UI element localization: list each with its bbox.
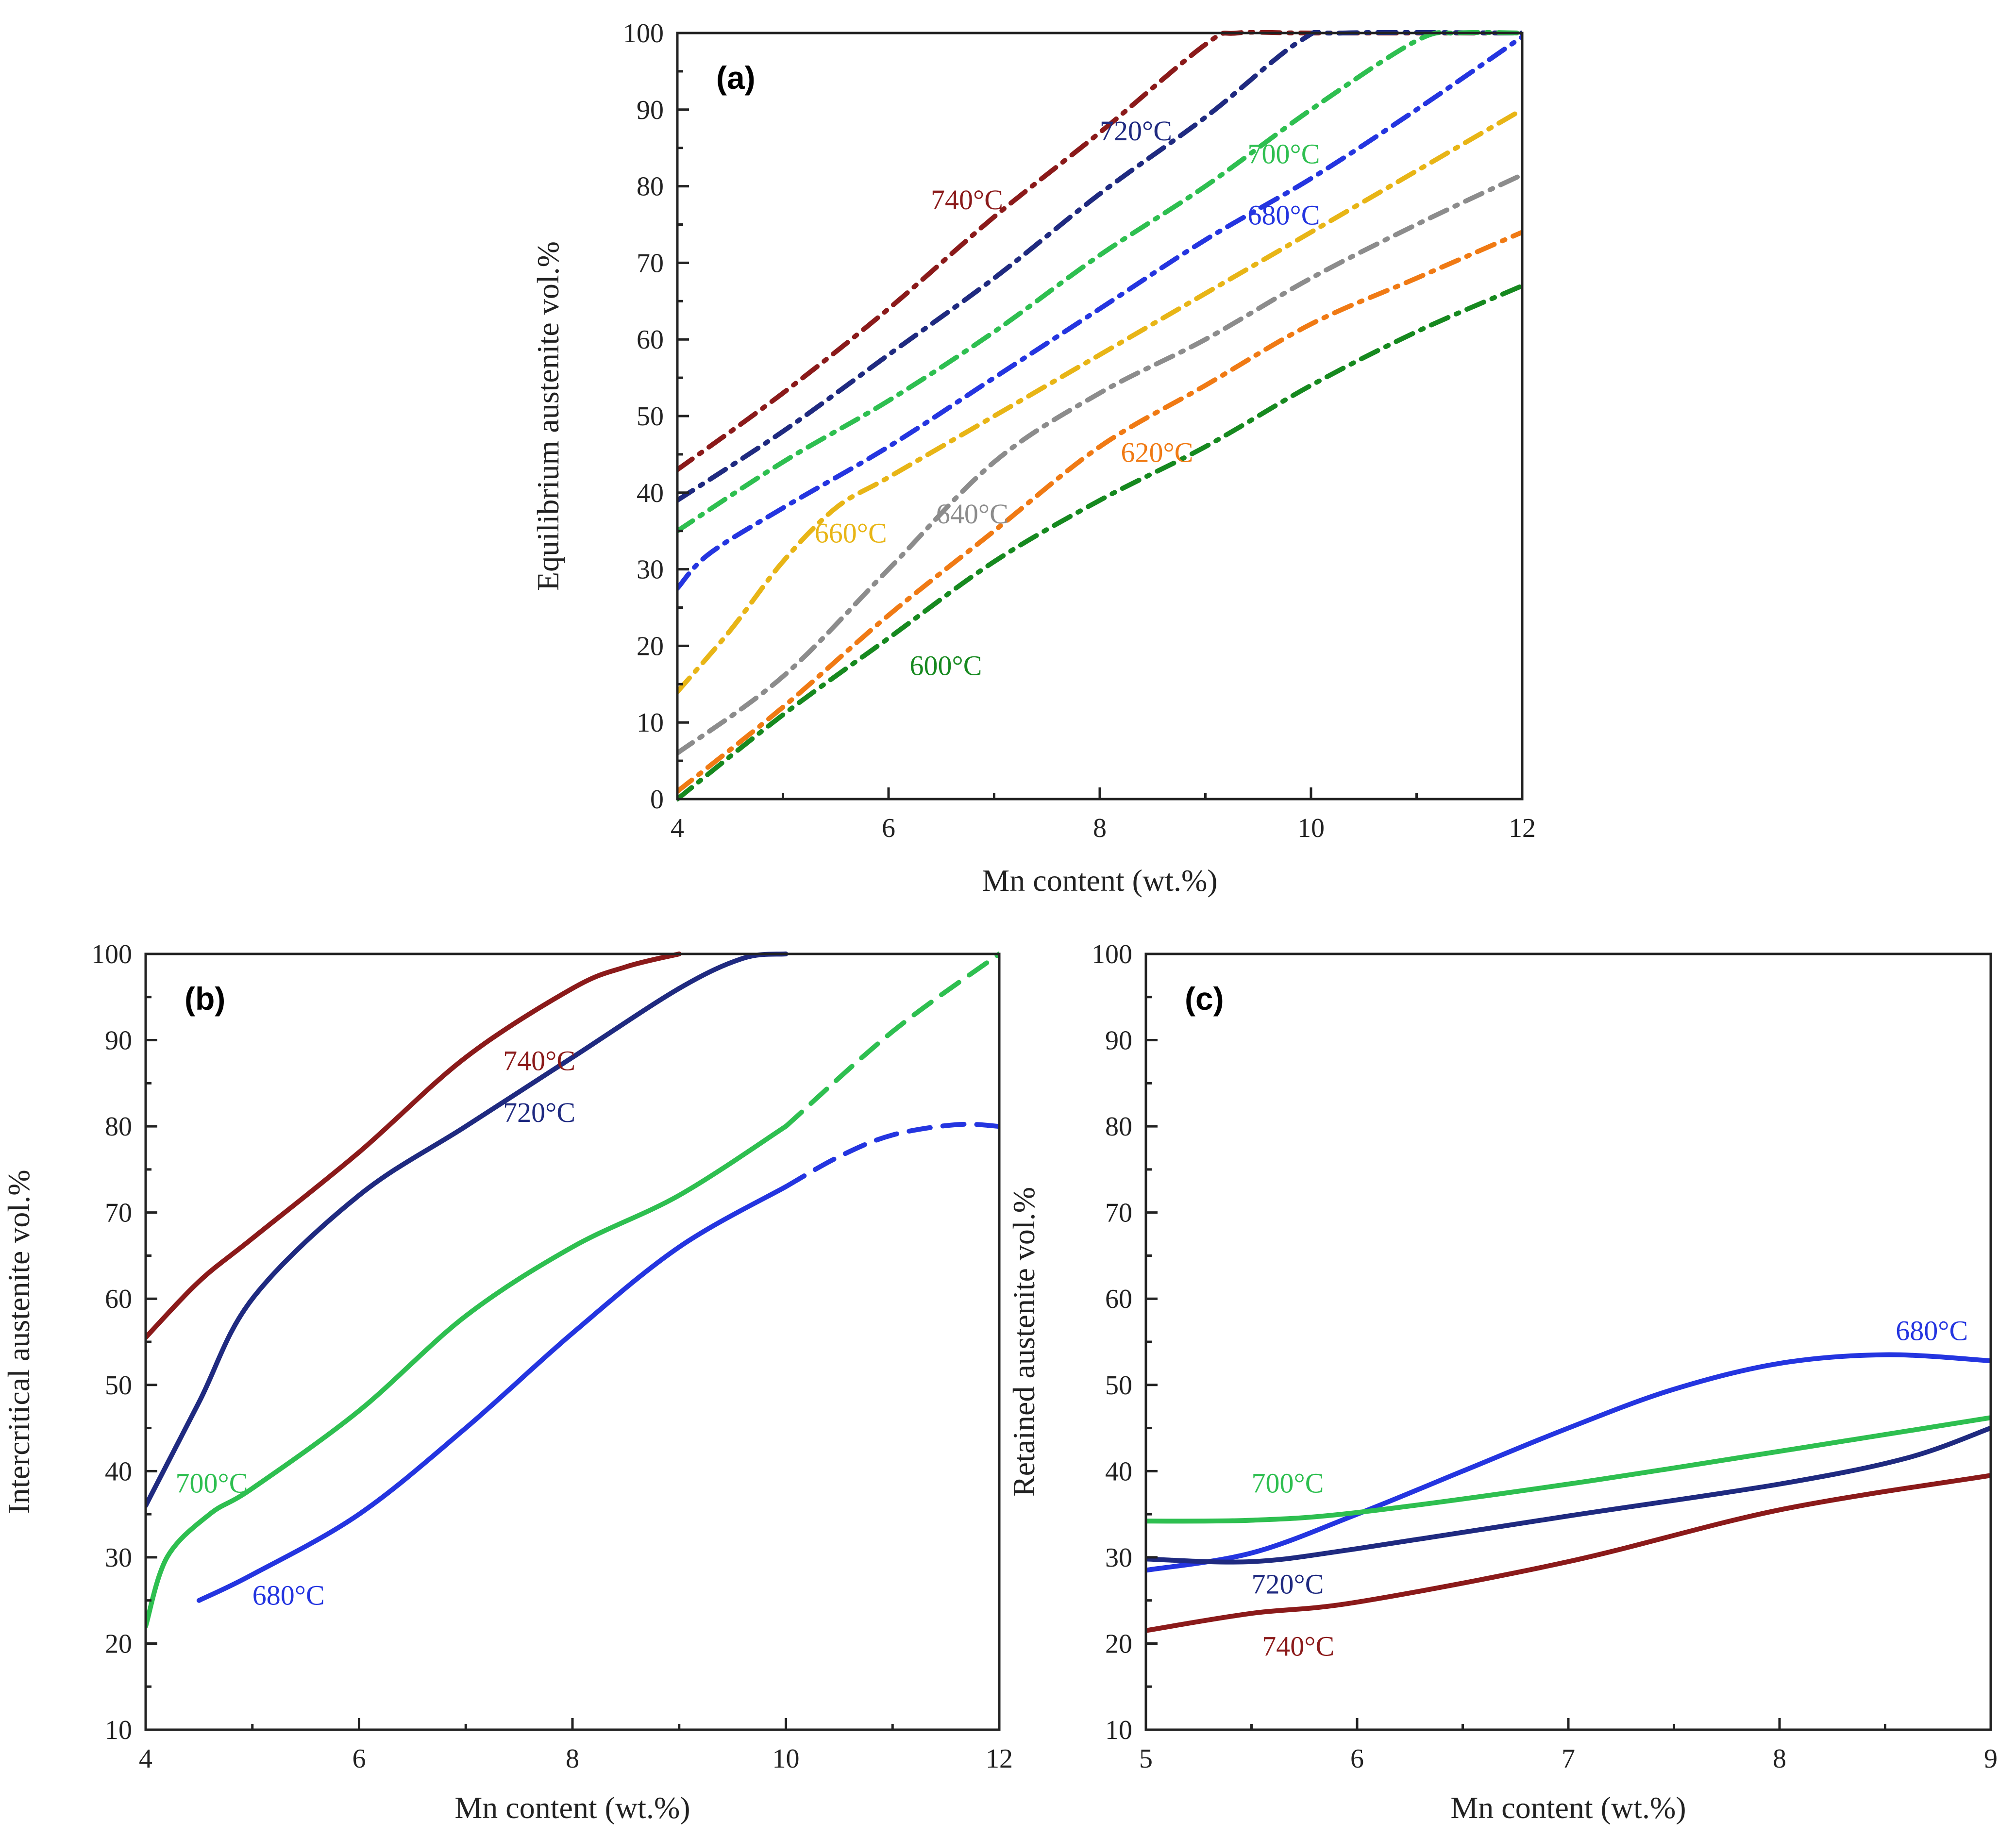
x-tick-label-c: 5 [1139,1744,1153,1774]
y-tick-label-b: 30 [105,1543,132,1573]
panel-label-c: (c) [1185,981,1224,1017]
series-label-a-660c: 660°C [815,517,887,549]
series-label-c-740c: 740°C [1262,1630,1334,1662]
y-tick-label-c: 50 [1105,1370,1132,1401]
y-tick-label-a: 20 [637,631,664,661]
y-tick-label-c: 40 [1105,1456,1132,1486]
panel-b: 4 6 8 10 12 10 20 30 40 50 60 70 80 90 100 Mn content (… [1,939,1013,1825]
series-a-740c [677,30,1522,472]
series-label-b-740c: 740°C [503,1045,575,1077]
series-label-b-680c: 680°C [252,1580,325,1611]
x-tick-label-b: 4 [139,1744,152,1774]
y-tick-label-c: 70 [1105,1198,1132,1228]
series-b-680c [196,1184,789,1603]
x-tick-label-b: 12 [986,1744,1013,1774]
y-tick-label-b: 50 [105,1370,132,1401]
y-tick-label-a: 100 [623,18,664,49]
x-tick-label-b: 8 [566,1744,579,1774]
series-b-700c [146,1124,789,1629]
y-tick-label-a: 40 [637,478,664,508]
x-tick-label-c: 7 [1562,1744,1575,1774]
series-b-720c [146,952,789,1508]
series-label-b-700c: 700°C [176,1468,248,1499]
y-tick-label-a: 60 [637,325,664,355]
plot-area-b [146,952,999,1629]
panel-label-a: (a) [716,60,756,96]
y-tick-label-a: 70 [637,248,664,278]
series-label-a-680c: 680°C [1248,200,1320,231]
y-tick-label-b: 20 [105,1629,132,1659]
series-label-a-600c: 600°C [910,650,982,681]
series-label-a-700c: 700°C [1248,138,1320,169]
series-a-660c [677,107,1522,695]
y-tick-label-b: 90 [105,1026,132,1056]
series-a-680c [677,34,1522,591]
series-a-720c [677,30,1522,503]
x-axis-title-c: Mn content (wt.%) [1450,1790,1686,1825]
panel-label-b: (b) [185,981,225,1017]
series-label-b-720c: 720°C [503,1097,575,1128]
series-label-c-680c: 680°C [1896,1315,1968,1346]
axes-frame-a [676,32,1524,801]
series-c-700c [1146,1415,1991,1524]
series-c-740c [1146,1473,1991,1633]
series-b-680c-extrapolated [783,1121,999,1189]
y-tick-label-c: 30 [1105,1543,1132,1573]
y-tick-label-b: 60 [105,1284,132,1314]
y-tick-label-b: 10 [105,1715,132,1745]
y-tick-label-b: 70 [105,1198,132,1228]
y-axis-title-a: Equilibrium austenite vol.% [531,241,565,591]
y-tick-label-c: 90 [1105,1026,1132,1056]
x-tick-label-a: 12 [1509,813,1536,843]
series-c-680c [1146,1352,1991,1573]
y-tick-label-a: 50 [637,401,664,432]
x-tick-label-a: 4 [671,813,684,843]
y-axis-title-b: Intercritical austenite vol.% [1,1169,36,1514]
y-tick-label-a: 90 [637,95,664,125]
plot-area-a [677,30,1522,802]
x-tick-label-c: 8 [1773,1744,1786,1774]
series-b-700c-extrapolated [783,952,999,1129]
series-label-c-700c: 700°C [1252,1468,1324,1499]
x-tick-label-c: 6 [1350,1744,1364,1774]
y-tick-label-a: 0 [650,785,664,815]
x-tick-label-b: 10 [773,1744,800,1774]
y-tick-label-c: 10 [1105,1715,1132,1745]
x-tick-label-a: 10 [1297,813,1325,843]
series-label-a-640c: 640°C [936,498,1008,530]
y-tick-label-a: 30 [637,555,664,585]
series-a-640c [677,172,1522,756]
y-tick-label-b: 100 [91,939,132,969]
y-tick-label-c: 60 [1105,1284,1132,1314]
series-a-620c [677,230,1522,794]
x-tick-label-b: 6 [353,1744,366,1774]
y-tick-label-c: 20 [1105,1629,1132,1659]
y-axis-title-c: Retained austenite vol.% [1007,1187,1041,1497]
series-label-a-620c: 620°C [1121,437,1193,468]
y-tick-label-c: 100 [1092,939,1132,969]
series-label-c-720c: 720°C [1252,1568,1324,1600]
x-tick-label-a: 6 [882,813,895,843]
x-tick-label-a: 8 [1093,813,1107,843]
x-axis-title-a: Mn content (wt.%) [982,863,1217,898]
x-axis-title-b: Mn content (wt.%) [454,1790,690,1825]
y-tick-label-a: 80 [637,172,664,202]
y-tick-label-c: 80 [1105,1112,1132,1142]
plot-area-c [1146,1352,1991,1633]
series-c-720c [1146,1425,1991,1565]
y-tick-label-a: 10 [637,708,664,738]
series-a-700c [677,30,1522,534]
y-tick-label-b: 40 [105,1456,132,1486]
panel-a: 4 6 8 10 12 0 10 20 30 40 50 60 70 80 90 100 Mn content … [531,18,1536,898]
series-b-740c [146,952,682,1340]
series-label-a-720c: 720°C [1100,115,1172,147]
y-tick-label-b: 80 [105,1112,132,1142]
x-tick-label-c: 9 [1984,1744,1998,1774]
panel-c: 5 6 7 8 9 10 20 30 40 50 60 70 80 90 100 Mn content (wt… [1007,939,1998,1825]
series-a-600c [677,283,1522,802]
series-label-a-740c: 740°C [931,184,1003,216]
